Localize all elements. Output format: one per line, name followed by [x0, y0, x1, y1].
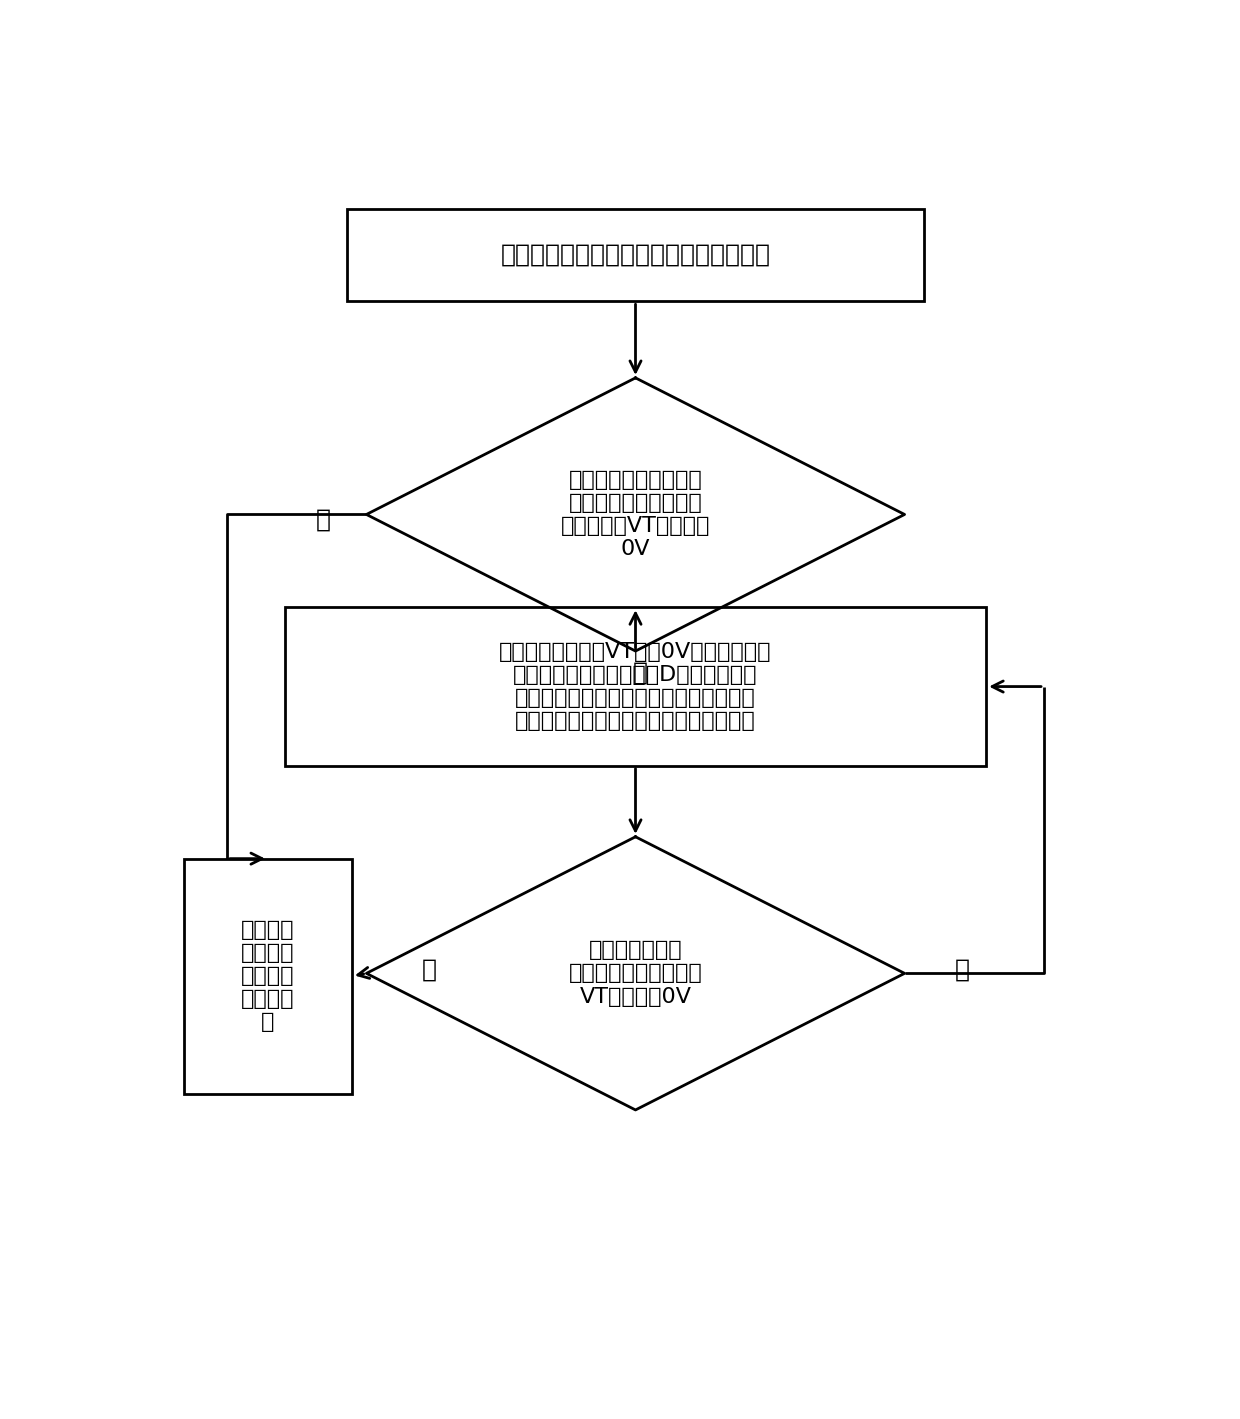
FancyBboxPatch shape [347, 209, 924, 301]
Polygon shape [367, 837, 905, 1110]
Text: 对选中的阈值电压VT小于0V的存储单元的
字线施加正电压、对漏极D施加编程漏极
电压，对未选中的的存储单元的字线施加
小于该未选中的存储单元阈值电压的电压: 对选中的阈值电压VT小于0V的存储单元的 字线施加正电压、对漏极D施加编程漏极 … [500, 641, 771, 731]
Text: 是: 是 [632, 661, 647, 685]
FancyBboxPatch shape [184, 858, 352, 1094]
Text: 校验前一步骤中
的存储单元的阈值电压
VT是否小于0V: 校验前一步骤中 的存储单元的阈值电压 VT是否小于0V [569, 941, 702, 1006]
Text: 是: 是 [955, 958, 970, 982]
Text: 否: 否 [422, 958, 436, 982]
Polygon shape [367, 377, 905, 651]
Text: 校验已进行过软编程操
作的其中一个存储单元
的阈值电压VT是否小于
0V: 校验已进行过软编程操 作的其中一个存储单元 的阈值电压VT是否小于 0V [560, 470, 711, 559]
Text: 对存在过擦除的存储单元进行软编程操作: 对存在过擦除的存储单元进行软编程操作 [501, 243, 770, 267]
FancyBboxPatch shape [285, 607, 986, 766]
Text: 选中另外
一个存储
单元，返
回校验步
骤: 选中另外 一个存储 单元，返 回校验步 骤 [241, 920, 295, 1033]
Text: 否: 否 [316, 508, 331, 532]
